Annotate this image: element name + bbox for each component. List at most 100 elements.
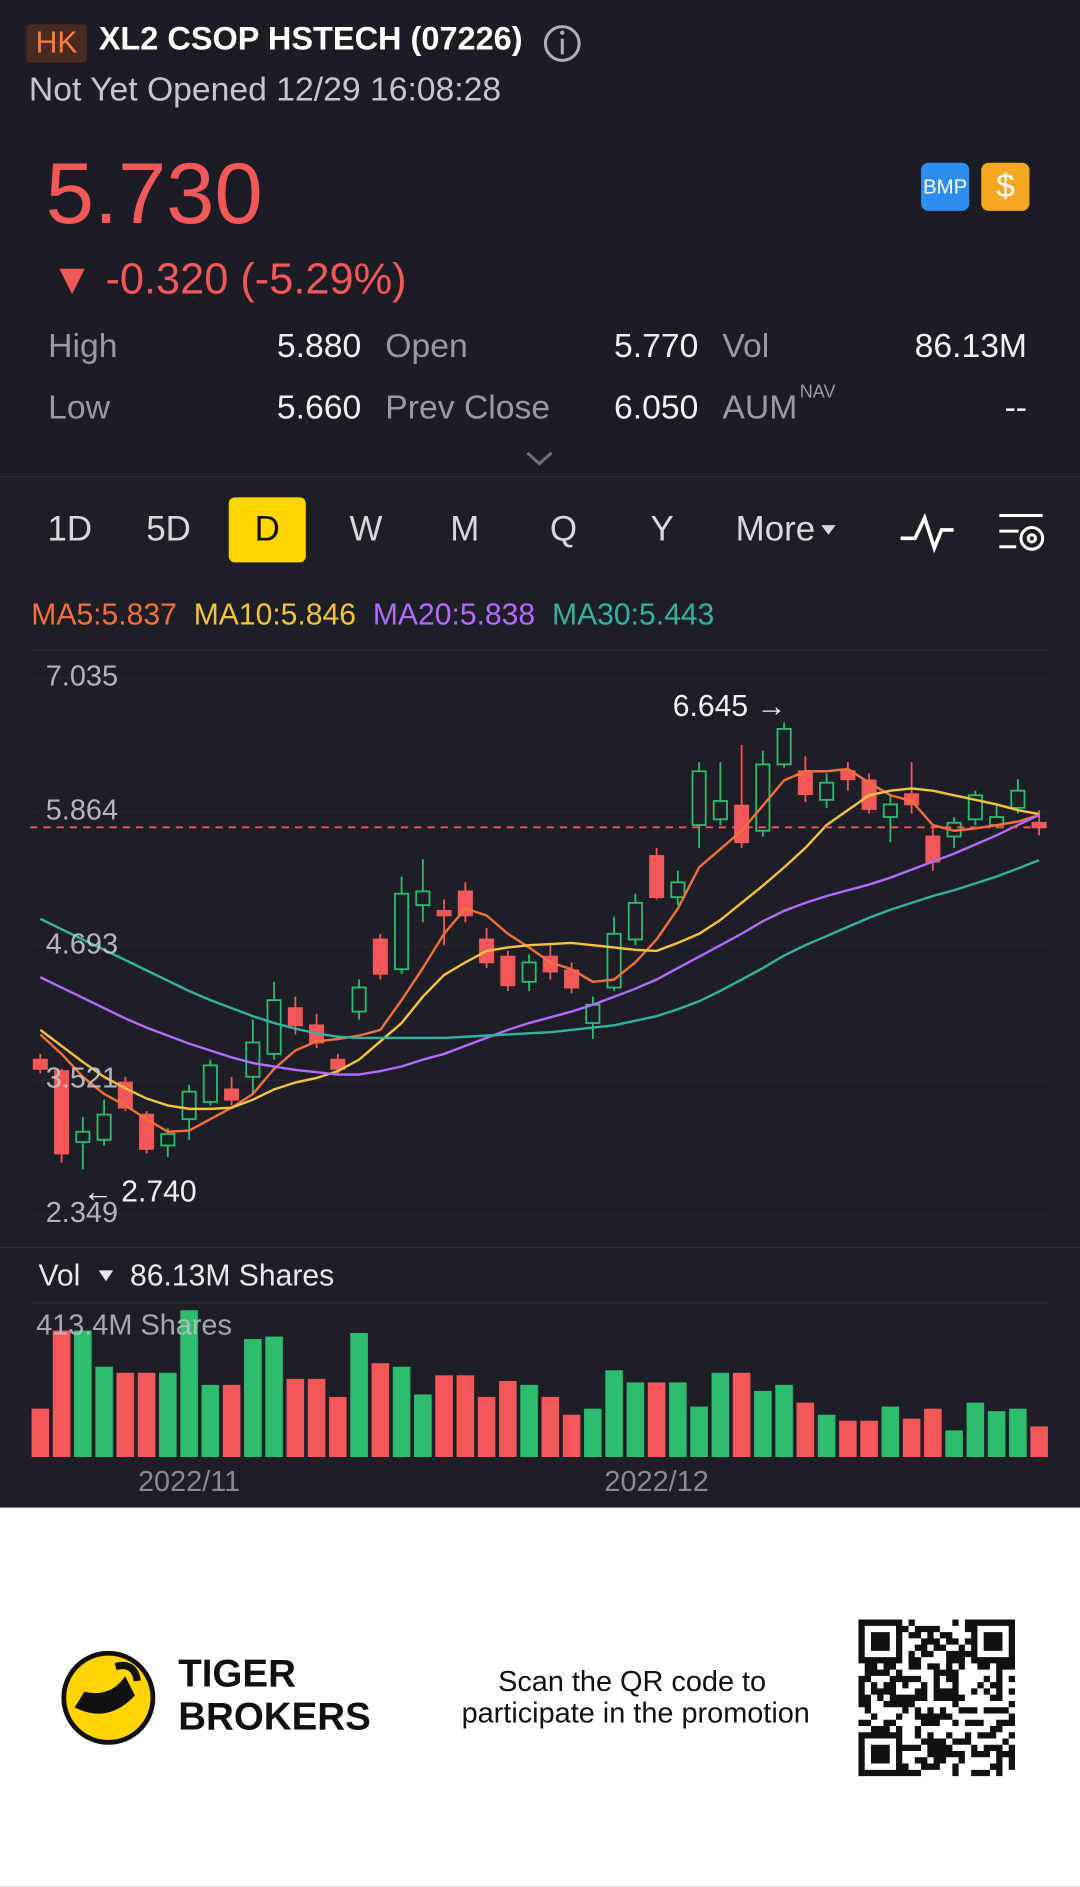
- legend-entry: MA20:5.838: [373, 599, 535, 632]
- dollar-badge-text: $: [996, 167, 1015, 205]
- volume-bar: [924, 1408, 942, 1458]
- volume-bar: [477, 1396, 496, 1458]
- indicator-icon[interactable]: [900, 512, 954, 554]
- candle-body: [351, 986, 367, 1013]
- volume-bar: [201, 1384, 220, 1458]
- candle-body: [415, 890, 431, 907]
- volume-bar: [456, 1375, 475, 1458]
- legend-entry: MA30:5.443: [552, 599, 714, 632]
- candle-body: [1010, 789, 1026, 809]
- candle-body: [287, 1007, 303, 1027]
- candle-body: [691, 770, 707, 826]
- info-icon[interactable]: [543, 25, 581, 62]
- tab[interactable]: W: [350, 509, 383, 548]
- dollar-badge[interactable]: [981, 162, 1030, 211]
- qr-code: [858, 1619, 1015, 1777]
- volume-bar: [371, 1363, 390, 1458]
- volume-bar: [414, 1394, 432, 1458]
- stat-value: 5.880: [277, 327, 361, 365]
- candle-body: [160, 1133, 176, 1147]
- candle-body: [436, 909, 452, 917]
- volume-bar: [159, 1372, 177, 1458]
- volume-bar: [584, 1408, 602, 1458]
- volume-bar: [796, 1402, 815, 1458]
- stat-value: 5.770: [614, 327, 698, 365]
- volume-bar: [945, 1430, 963, 1458]
- high-annotation: 6.645 →: [673, 690, 787, 723]
- brand: TIGER: [178, 1652, 296, 1695]
- tab[interactable]: M: [450, 509, 479, 548]
- tab[interactable]: Y: [651, 509, 674, 548]
- volume-bar: [647, 1382, 666, 1458]
- tiger-logo: [61, 1650, 156, 1745]
- qr-modules: [858, 1619, 1015, 1777]
- candle-body: [394, 892, 410, 971]
- volume-bar: [775, 1384, 793, 1458]
- status: Not Yet Opened 12/29 16:08:28: [29, 71, 501, 109]
- y-tick-label: 2.349: [46, 1197, 118, 1229]
- tab[interactable]: More: [736, 509, 816, 548]
- low-annotation: ← 2.740: [83, 1176, 197, 1209]
- volume-bar: [669, 1382, 687, 1458]
- candle-body: [372, 938, 388, 975]
- volume-bar: [95, 1366, 113, 1458]
- volume-bar: [690, 1406, 708, 1458]
- expand-chevron[interactable]: [526, 451, 553, 466]
- volume-bar: [1030, 1426, 1048, 1458]
- candle-body: [797, 770, 813, 796]
- volume-bar: [987, 1411, 1006, 1458]
- stat-label: Prev Close: [385, 388, 550, 426]
- tab[interactable]: 1D: [48, 509, 93, 548]
- volume-bar: [52, 1330, 71, 1458]
- stat-value: 86.13M: [915, 327, 1027, 365]
- bmp-badge-text: BMP: [923, 175, 967, 198]
- volume-bar: [265, 1336, 283, 1458]
- candle-body: [649, 855, 665, 899]
- tab-dropdown: [821, 525, 836, 535]
- candle-body: [755, 763, 771, 832]
- bmp-badge[interactable]: [921, 162, 970, 211]
- tab-selected: [228, 497, 306, 563]
- candle-body: [75, 1130, 91, 1143]
- volume-bar: [839, 1420, 857, 1458]
- volume-bar: [711, 1372, 730, 1458]
- change: ▼ -0.320 (-5.29%): [51, 255, 407, 303]
- candle-body: [202, 1064, 218, 1103]
- volume-bar: [881, 1406, 900, 1458]
- x-tick-label: 2022/12: [604, 1466, 708, 1498]
- volume-bar: [499, 1380, 517, 1458]
- stat-label: High: [48, 327, 117, 365]
- settings-icon[interactable]: [999, 513, 1045, 551]
- stat-label: Open: [385, 327, 467, 365]
- volume-bar: [541, 1396, 560, 1458]
- chart-panel: [0, 476, 1080, 1508]
- candle-body: [500, 955, 516, 987]
- volume-bar: [31, 1408, 50, 1458]
- volume-bar: [860, 1420, 878, 1458]
- stat-label-sup: NAV: [800, 381, 836, 401]
- volume-bar: [605, 1370, 623, 1458]
- ma-line: [39, 859, 1040, 1040]
- candle-body: [925, 835, 941, 863]
- stat-value: 6.050: [614, 388, 698, 426]
- volume-bar: [435, 1375, 453, 1458]
- tab[interactable]: D: [255, 509, 280, 548]
- stat-value: 5.660: [277, 388, 361, 426]
- candle-body: [670, 881, 686, 899]
- tab[interactable]: 5D: [146, 509, 191, 548]
- tab[interactable]: Q: [550, 509, 577, 548]
- candle-body: [521, 961, 537, 983]
- candle-body: [245, 1041, 261, 1078]
- volume-bar: [754, 1390, 772, 1458]
- candle-body: [266, 999, 282, 1055]
- candle-body: [627, 901, 643, 941]
- brand: BROKERS: [178, 1696, 371, 1739]
- y-tick-label: 5.864: [46, 795, 118, 827]
- price: 5.730: [46, 146, 263, 242]
- candle-body: [457, 890, 473, 917]
- volume-dropdown[interactable]: [98, 1270, 114, 1282]
- volume-bar: [244, 1339, 262, 1458]
- volume-bar: [902, 1418, 921, 1458]
- y-tick-label: 7.035: [46, 661, 118, 693]
